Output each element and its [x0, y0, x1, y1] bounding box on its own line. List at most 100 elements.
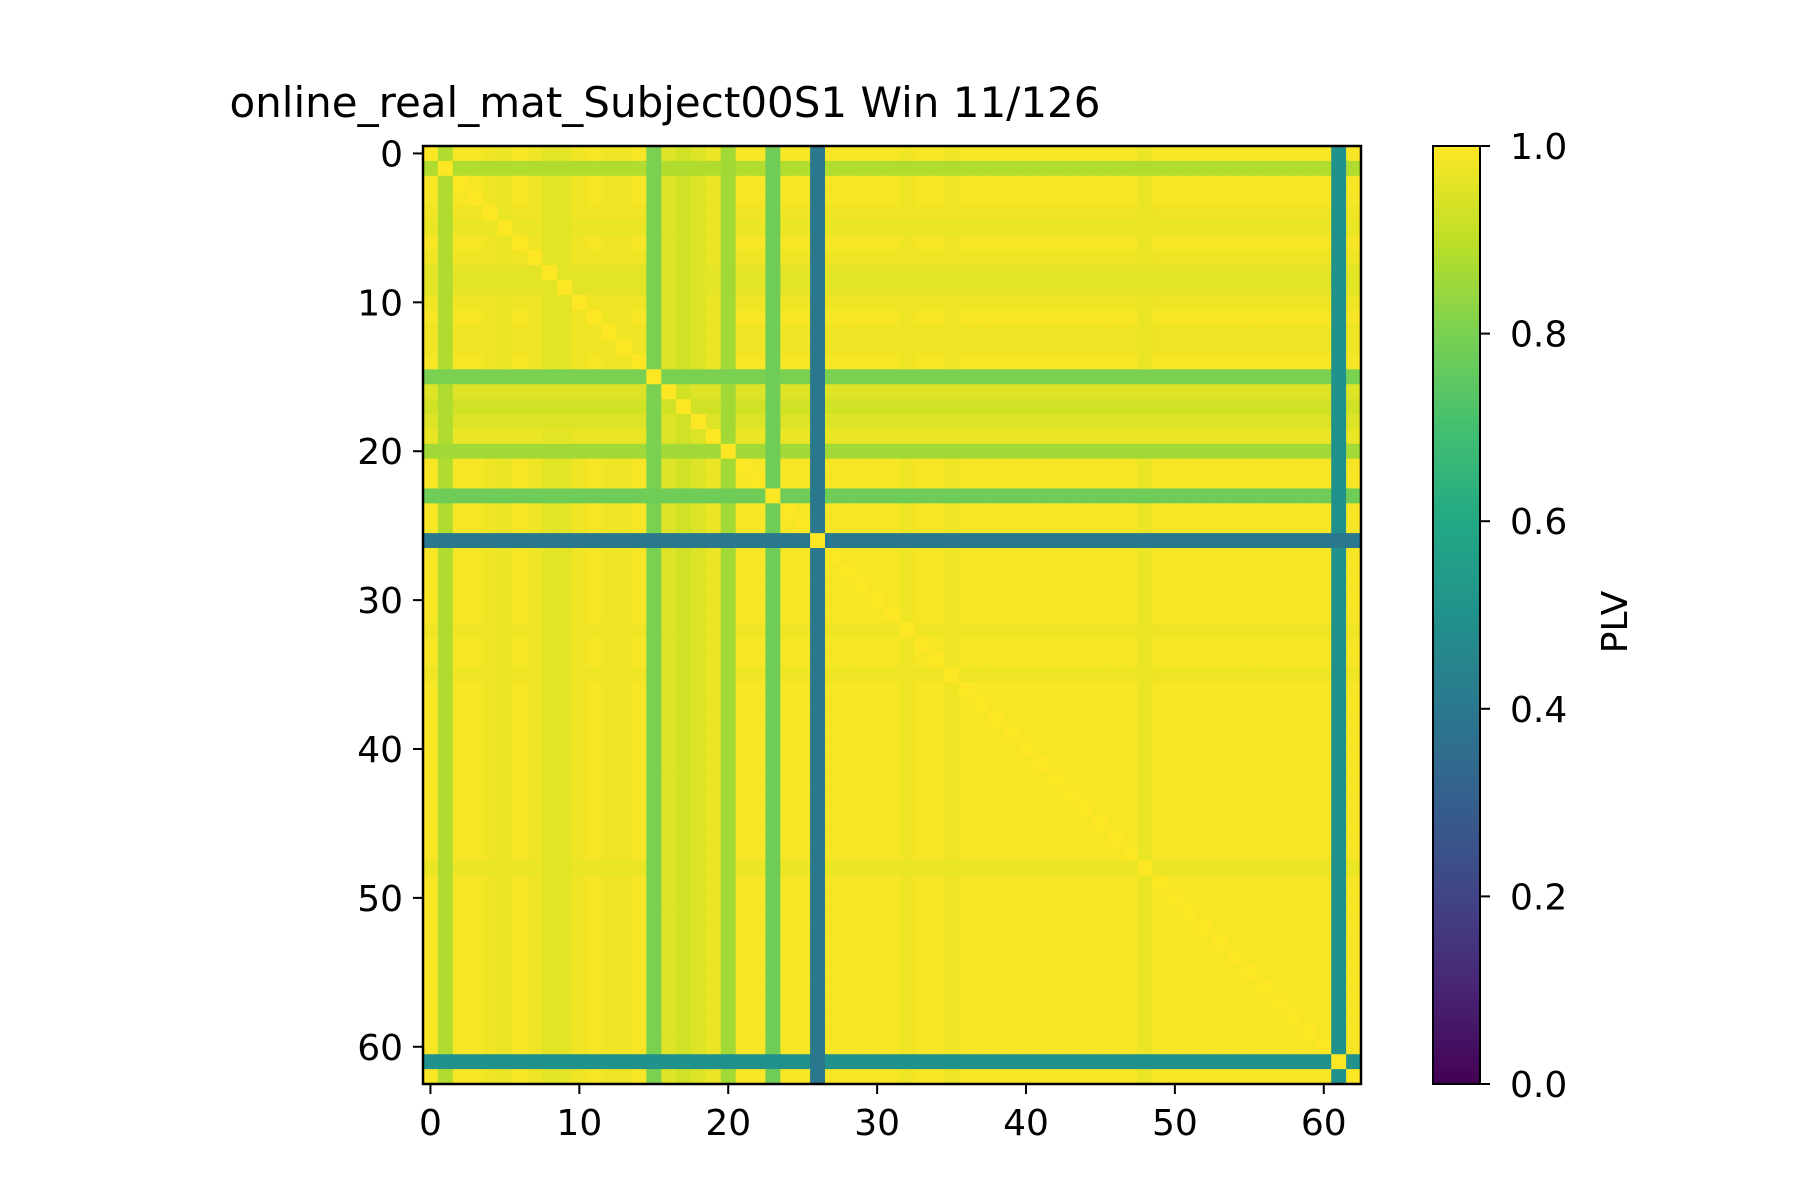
- heatmap-cell: [542, 756, 558, 772]
- heatmap-cell: [512, 458, 528, 475]
- heatmap-cell: [601, 265, 618, 281]
- heatmap-cell: [884, 726, 901, 743]
- heatmap-cell: [914, 979, 930, 996]
- heatmap-cell: [735, 414, 752, 430]
- heatmap-cell: [973, 696, 990, 713]
- heatmap-cell: [482, 1069, 499, 1085]
- heatmap-cell: [1078, 667, 1094, 683]
- heatmap-cell: [1286, 488, 1303, 504]
- heatmap-cell: [825, 1009, 841, 1026]
- heatmap-cell: [839, 741, 856, 758]
- heatmap-cell: [959, 741, 975, 758]
- heatmap-cell: [720, 175, 737, 192]
- heatmap-cell: [988, 205, 1005, 222]
- heatmap-cell: [676, 935, 692, 951]
- heatmap-cell: [631, 771, 647, 787]
- heatmap-cell: [586, 935, 603, 951]
- heatmap-cell: [973, 979, 990, 996]
- heatmap-cell: [839, 443, 856, 460]
- heatmap-cell: [973, 622, 990, 638]
- heatmap-cell: [616, 562, 633, 579]
- heatmap-cell: [914, 354, 930, 370]
- heatmap-cell: [452, 190, 469, 207]
- heatmap-cell: [1003, 771, 1020, 787]
- heatmap-cell: [810, 562, 826, 579]
- heatmap-cell: [646, 845, 662, 862]
- heatmap-cell: [646, 265, 662, 281]
- heatmap-cell: [839, 175, 856, 192]
- heatmap-cell: [557, 414, 573, 430]
- heatmap-cell: [1078, 890, 1094, 906]
- heatmap-cell: [869, 801, 886, 817]
- heatmap-cell: [1346, 1054, 1362, 1070]
- heatmap-cell: [869, 250, 886, 266]
- heatmap-cell: [1227, 533, 1243, 549]
- heatmap-cell: [1256, 830, 1273, 847]
- heatmap-cell: [437, 964, 454, 981]
- heatmap-cell: [1331, 786, 1347, 802]
- heatmap-cell: [1033, 265, 1049, 281]
- heatmap-cell: [1286, 1009, 1303, 1026]
- heatmap-cell: [959, 652, 975, 668]
- heatmap-cell: [839, 294, 856, 311]
- heatmap-cell: [899, 711, 915, 728]
- heatmap-cell: [1197, 235, 1213, 251]
- heatmap-cell: [437, 548, 454, 564]
- heatmap-cell: [1271, 309, 1288, 326]
- heatmap-cell: [1122, 950, 1139, 966]
- heatmap-cell: [959, 577, 975, 594]
- heatmap-cell: [914, 562, 930, 579]
- heatmap-cell: [1137, 890, 1154, 906]
- heatmap-cell: [497, 711, 513, 728]
- heatmap-cell: [1122, 771, 1139, 787]
- heatmap-cell: [1033, 235, 1049, 251]
- heatmap-cell: [1346, 994, 1362, 1011]
- heatmap-cell: [735, 577, 752, 594]
- heatmap-cell: [1197, 443, 1213, 460]
- heatmap-cell: [437, 890, 454, 906]
- heatmap-cell: [825, 979, 841, 996]
- heatmap-cell: [1331, 309, 1347, 326]
- heatmap-cell: [1003, 905, 1020, 921]
- heatmap-cell: [914, 280, 930, 296]
- heatmap-cell: [1286, 711, 1303, 728]
- heatmap-cell: [944, 428, 960, 445]
- heatmap-cell: [1271, 384, 1288, 400]
- heatmap-cell: [884, 830, 901, 847]
- heatmap-cell: [497, 324, 513, 341]
- heatmap-cell: [780, 860, 796, 877]
- heatmap-cell: [929, 726, 945, 743]
- heatmap-cell: [676, 488, 692, 504]
- heatmap-cell: [720, 354, 737, 370]
- heatmap-cell: [1063, 309, 1079, 326]
- heatmap-cell: [914, 950, 930, 966]
- heatmap-cell: [557, 771, 573, 787]
- heatmap-cell: [929, 533, 945, 549]
- heatmap-cell: [735, 1069, 752, 1085]
- heatmap-cell: [1212, 756, 1228, 772]
- heatmap-cell: [810, 399, 826, 415]
- heatmap-cell: [1048, 935, 1064, 951]
- heatmap-cell: [869, 354, 886, 370]
- heatmap-cell: [1137, 384, 1154, 400]
- heatmap-cell: [720, 1054, 737, 1070]
- heatmap-cell: [1346, 696, 1362, 713]
- heatmap-cell: [825, 920, 841, 936]
- heatmap-cell: [1212, 786, 1228, 802]
- heatmap-cell: [557, 443, 573, 460]
- heatmap-cell: [810, 384, 826, 400]
- heatmap-cell: [1003, 1039, 1020, 1055]
- heatmap-cell: [571, 533, 588, 549]
- heatmap-cell: [1256, 339, 1273, 356]
- heatmap-cell: [1301, 473, 1317, 490]
- heatmap-cell: [571, 473, 588, 490]
- heatmap-cell: [1256, 443, 1273, 460]
- heatmap-cell: [929, 280, 945, 296]
- heatmap-cell: [557, 294, 573, 311]
- heatmap-cell: [1182, 488, 1198, 504]
- heatmap-cell: [1227, 1009, 1243, 1026]
- heatmap-cell: [959, 771, 975, 787]
- heatmap-cell: [973, 637, 990, 653]
- heatmap-cell: [1241, 369, 1258, 385]
- heatmap-cell: [1167, 265, 1183, 281]
